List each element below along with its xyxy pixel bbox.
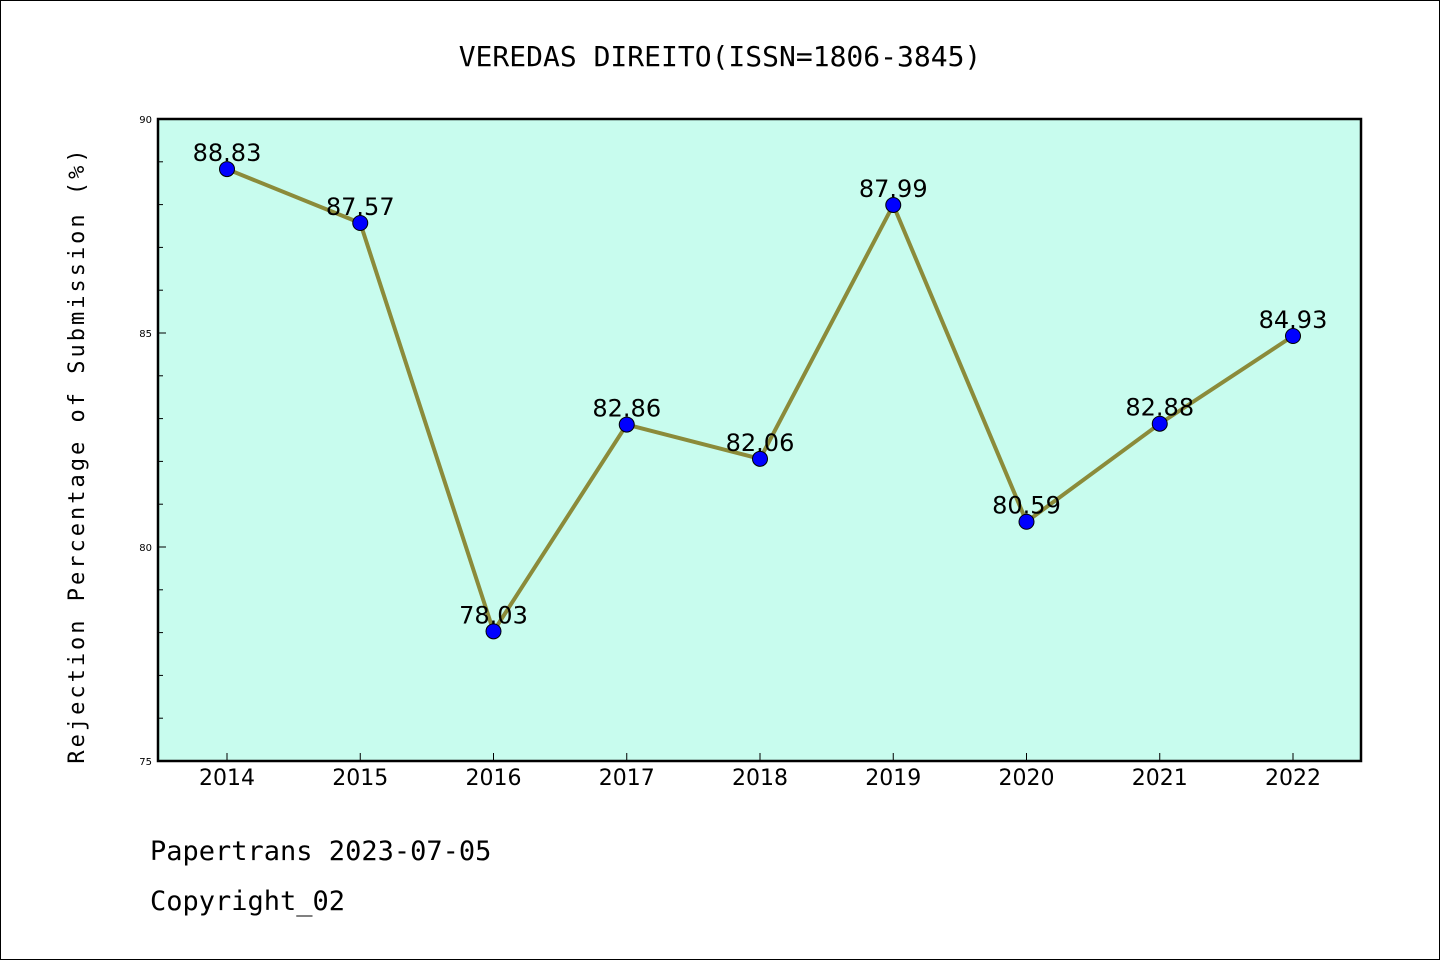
- y-tick-label: 85: [139, 329, 152, 340]
- x-tick-label: 2021: [1132, 766, 1188, 791]
- data-point: [1018, 513, 1035, 530]
- x-tick-label: 2022: [1265, 766, 1321, 791]
- data-point: [485, 623, 502, 640]
- y-tick-label: 90: [139, 115, 152, 126]
- data-label: 87.57: [326, 193, 395, 221]
- footer-copyright: Copyright_02: [150, 886, 346, 917]
- data-point: [1285, 327, 1301, 344]
- data-point: [352, 215, 369, 232]
- footer-date: Papertrans 2023-07-05: [150, 836, 492, 867]
- y-tick-label: 75: [139, 757, 152, 768]
- x-tick-label: 2020: [999, 766, 1055, 791]
- y-axis-label: Rejection Percentage of Submission (%): [65, 146, 90, 763]
- data-point: [1151, 415, 1168, 432]
- data-point: [885, 197, 902, 214]
- plot-frame: [156, 117, 1363, 763]
- x-axis: 2014 2015 2016 2017 2018 2019 2020 2021 2022: [199, 753, 1321, 791]
- x-tick-label: 2017: [599, 766, 655, 791]
- chart-title: VEREDAS DIREITO(ISSN=1806-3845): [459, 40, 982, 73]
- data-label: 87.99: [859, 175, 928, 203]
- data-label: 80.59: [992, 492, 1061, 520]
- series-layer: 88.83 87.57 78.03 82.86 82.06 87.99 80.59 82.88…: [193, 139, 1328, 640]
- data-label: 88.83: [193, 139, 262, 167]
- data-point: [618, 416, 635, 433]
- data-label: 84.93: [1259, 306, 1328, 334]
- x-tick-label: 2016: [466, 766, 522, 791]
- data-label: 82.06: [726, 429, 795, 457]
- data-point: [752, 450, 768, 467]
- x-tick-label: 2018: [732, 766, 788, 791]
- y-tick-label: 80: [139, 543, 152, 554]
- data-label: 82.88: [1125, 394, 1194, 422]
- x-tick-label: 2019: [865, 766, 921, 791]
- x-tick-label: 2014: [199, 766, 255, 791]
- data-point: [219, 161, 235, 178]
- data-label: 82.86: [592, 395, 661, 423]
- x-tick-label: 2015: [332, 766, 388, 791]
- data-label: 78.03: [459, 601, 528, 629]
